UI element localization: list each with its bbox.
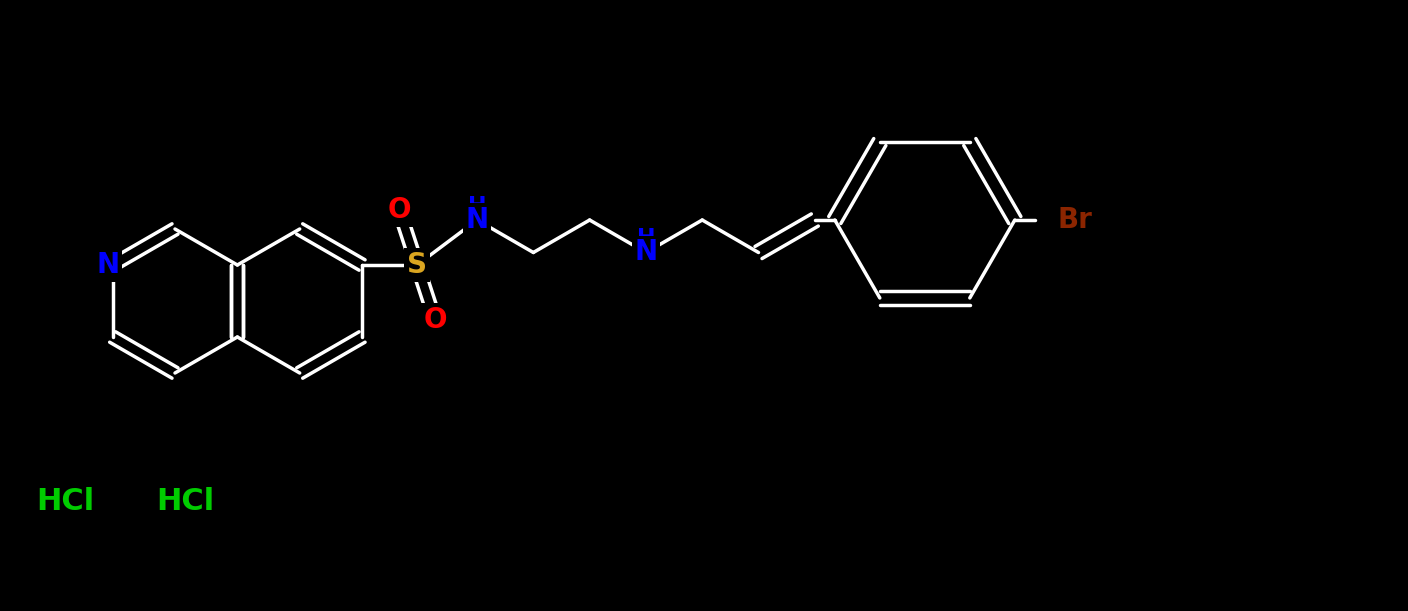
Text: O: O [424,306,446,334]
Text: H: H [467,196,486,216]
Text: S: S [407,251,427,279]
Text: HCl: HCl [35,486,94,516]
Text: Br: Br [1057,206,1093,234]
Text: N: N [96,251,120,279]
Text: N: N [635,238,658,266]
Text: N: N [466,206,489,234]
Text: O: O [387,196,411,224]
Text: H: H [636,229,655,249]
Text: HCl: HCl [156,486,214,516]
